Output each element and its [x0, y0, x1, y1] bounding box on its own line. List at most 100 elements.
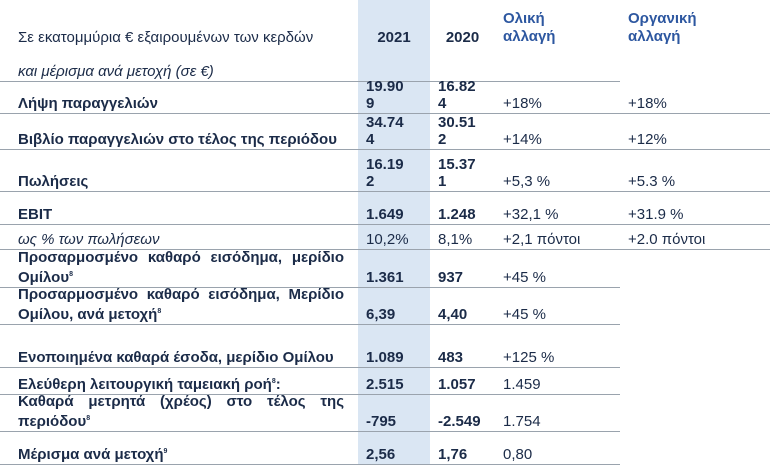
footnote-ref: 8	[157, 308, 162, 315]
value-text: +5,3 %	[503, 173, 551, 190]
value-cell: 2,56	[358, 432, 430, 465]
row-rule	[0, 367, 620, 368]
value-text: 937	[438, 269, 464, 286]
value-cell: +2,1 πόντοι	[495, 225, 620, 250]
value-text: 1.754	[503, 413, 541, 430]
value-cell: 483	[430, 325, 495, 368]
value-text: 2,56	[366, 446, 396, 463]
value-cell: 937	[430, 250, 495, 288]
label-text: EBIT	[18, 206, 53, 223]
value-text: -2.549	[438, 413, 481, 430]
label-text: ως % των πωλήσεων	[18, 231, 160, 248]
label-text: Ελεύθερη λειτουργική ταμειακή ροή	[18, 376, 272, 393]
value-cell: +18%	[620, 82, 770, 114]
value-text: 1.089	[366, 349, 404, 366]
value-text: +2,1 πόντοι	[503, 231, 581, 248]
label-text: Προσαρμοσμένο καθαρό εισόδημα, Μερίδιο Ο…	[18, 286, 344, 323]
value-text: 16.824	[438, 78, 476, 112]
value-cell: 1.754	[495, 395, 620, 432]
header-label: Σε εκατομμύρια € εξαιρουμένων των κερδών	[0, 0, 358, 48]
header-line: Οργανική	[628, 10, 697, 27]
sublabel-text: και μέρισμα ανά μετοχή (σε €)	[18, 63, 214, 80]
value-cell: 1.649	[358, 192, 430, 225]
value-text: +32,1 %	[503, 206, 559, 223]
label-wrap: ως % των πωλήσεων	[18, 231, 344, 248]
header-year: 2021	[377, 29, 411, 46]
row-rule	[0, 249, 770, 250]
value-cell: 30.512	[430, 114, 495, 150]
value-cell: +14%	[495, 114, 620, 150]
value-cell: 16.192	[358, 150, 430, 192]
value-cell: +2.0 πόντοι	[620, 225, 770, 250]
footnote-ref: 9	[163, 448, 168, 455]
value-text: 483	[438, 349, 464, 366]
value-text: 8,1%	[438, 231, 473, 248]
label-wrap: Λήψη παραγγελιών	[18, 95, 344, 112]
value-text: 1.057	[438, 376, 476, 393]
row-label: ως % των πωλήσεων	[0, 225, 358, 250]
value-cell: 8,1%	[430, 225, 495, 250]
value-text: +45 %	[503, 306, 546, 323]
value-cell: +5,3 %	[495, 150, 620, 192]
value-text: 1,76	[438, 446, 468, 463]
row-label: Ελεύθερη λειτουργική ταμειακή ροή8:	[0, 368, 358, 395]
label-wrap: EBIT	[18, 206, 344, 223]
row-rule	[0, 224, 770, 225]
value-text: 34.744	[366, 114, 404, 148]
label-wrap: Ενοποιημένα καθαρά έσοδα, μερίδιο Ομίλου	[18, 349, 344, 366]
row-rule	[0, 464, 620, 465]
label-text: Βιβλίο παραγγελιών στο τέλος της περιόδο…	[18, 131, 337, 148]
value-cell: 0,80	[495, 432, 620, 465]
value-cell: 1.248	[430, 192, 495, 225]
row-rule	[0, 149, 770, 150]
value-cell: 1.057	[430, 368, 495, 395]
label-suffix: :	[275, 376, 281, 393]
value-text: 1.248	[438, 206, 476, 223]
label-text: Πωλήσεις	[18, 173, 89, 190]
value-cell: +12%	[620, 114, 770, 150]
value-text: +18%	[628, 95, 667, 112]
value-text: 19.909	[366, 78, 404, 112]
value-text: 10,2%	[366, 231, 409, 248]
value-text: 4,40	[438, 306, 468, 323]
value-cell: 19.909	[358, 78, 430, 114]
value-text: 0,80	[503, 446, 533, 463]
row-label: Προσαρμοσμένο καθαρό εισόδημα, μερίδιο Ο…	[0, 249, 358, 288]
value-text: 1.649	[366, 206, 404, 223]
label-text: Προσαρμοσμένο καθαρό εισόδημα, μερίδιο Ο…	[18, 249, 344, 286]
value-text: -795	[366, 413, 397, 430]
value-cell: 16.824	[430, 78, 495, 114]
row-label: Λήψη παραγγελιών	[0, 82, 358, 114]
value-cell: +5.3 %	[620, 150, 770, 192]
row-rule	[0, 287, 620, 288]
value-cell: 4,40	[430, 288, 495, 325]
value-text: 1.459	[503, 376, 541, 393]
row-label: Ενοποιημένα καθαρά έσοδα, μερίδιο Ομίλου	[0, 325, 358, 368]
footnote-ref: 8	[271, 378, 276, 385]
row-label: Καθαρά μετρητά (χρέος) στο τέλος της περ…	[0, 393, 358, 432]
value-text: 15.371	[438, 156, 476, 190]
value-text: +31.9 %	[628, 206, 684, 223]
label-text: Ενοποιημένα καθαρά έσοδα, μερίδιο Ομίλου	[18, 349, 334, 366]
header-lines: Οργανική αλλαγή	[628, 10, 697, 46]
value-cell: +18%	[495, 82, 620, 114]
value-cell: +45 %	[495, 288, 620, 325]
footnote-ref: 8	[86, 415, 91, 422]
label-wrap: Πωλήσεις	[18, 173, 344, 190]
row-label: Πωλήσεις	[0, 150, 358, 192]
row-rule	[0, 113, 770, 114]
value-cell: +45 %	[495, 250, 620, 288]
label-text: Λήψη παραγγελιών	[18, 95, 158, 112]
value-text: +2.0 πόντοι	[628, 231, 706, 248]
label-text: Μέρισμα ανά μετοχή	[18, 446, 164, 463]
value-cell: 15.371	[430, 150, 495, 192]
row-label: EBIT	[0, 192, 358, 225]
column-header: 2020	[430, 0, 495, 48]
label-wrap: Προσαρμοσμένο καθαρό εισόδημα, Μερίδιο Ο…	[18, 286, 344, 323]
value-text: +12%	[628, 131, 667, 148]
value-cell: 34.744	[358, 114, 430, 150]
header-line: Ολική	[503, 10, 545, 27]
value-cell: -795	[358, 395, 430, 432]
column-shade	[358, 0, 430, 465]
